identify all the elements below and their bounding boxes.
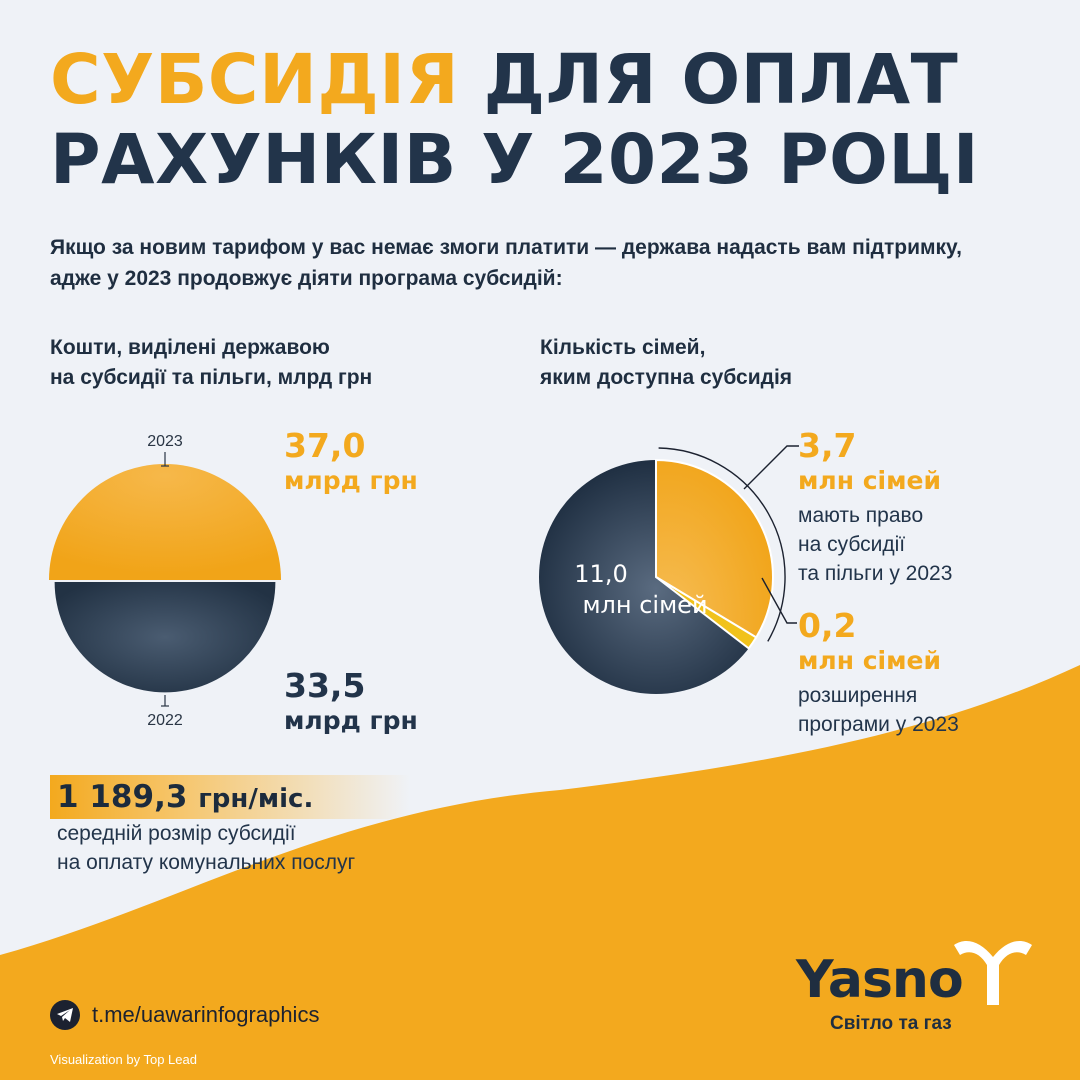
title-highlight: СУБСИДІЯ [50,40,460,120]
value-2022-number: 33,5 [284,666,366,705]
expansion-families-label: 0,2 млн сімей розширення програми у 2023 [798,607,959,739]
left-section-title: Кошти, виділені державою на субсидії та … [50,333,470,393]
value-2023: 37,0 млрд грн [284,427,418,497]
expansion-desc-1: розширення [798,684,918,707]
eligible-desc-2: на субсидії [798,533,906,556]
yasno-y-icon [954,941,1032,1005]
average-highlight-bar [50,775,410,819]
average-unit: грн/міс. [198,784,314,814]
right-section-title: Кількість сімей, яким доступна субсидія [540,333,960,393]
yasno-logo-text: Yasno [796,950,964,1010]
value-2023-number: 37,0 [284,426,366,465]
average-desc-1: середній розмір субсидії [57,822,296,845]
left-title-line1: Кошти, виділені державою [50,336,330,359]
title-line2: РАХУНКІВ У 2023 РОЦІ [50,120,980,200]
eligible-desc-3: та пільги у 2023 [798,562,953,585]
eligible-number: 3,7 [798,426,857,465]
value-2022: 33,5 млрд грн [284,667,418,737]
expansion-desc-2: програми у 2023 [798,713,959,736]
eligible-families-label: 3,7 млн сімей мають право на субсидії та… [798,427,952,588]
right-title-line2: яким доступна субсидія [540,366,793,389]
expansion-number: 0,2 [798,606,857,645]
left-title-line2: на субсидії та пільги, млрд грн [50,366,373,389]
eligible-unit: млн сімей [798,466,942,495]
average-description: середній розмір субсидії на оплату комун… [57,819,355,877]
intro-text: Якщо за новим тарифом у вас немає змоги … [50,236,962,290]
average-number: 1 189,3 [57,779,188,815]
average-value: 1 189,3 грн/міс. [57,777,313,819]
page-title: СУБСИДІЯ ДЛЯ ОПЛАТ РАХУНКІВ У 2023 РОЦІ [50,40,979,200]
telegram-icon[interactable] [50,1000,80,1030]
credit-text: Visualization by Top Lead [50,1052,197,1067]
expansion-unit: млн сімей [798,646,942,675]
title-rest: ДЛЯ ОПЛАТ [483,40,959,120]
telegram-link[interactable]: t.me/uawarinfographics [92,1002,320,1027]
value-2022-unit: млрд грн [284,706,418,735]
yasno-tagline: Світло та газ [830,1013,952,1034]
value-2023-unit: млрд грн [284,466,418,495]
eligible-desc-1: мають право [798,504,924,527]
right-title-line1: Кількість сімей, [540,336,706,359]
average-desc-2: на оплату комунальних послуг [57,851,356,874]
